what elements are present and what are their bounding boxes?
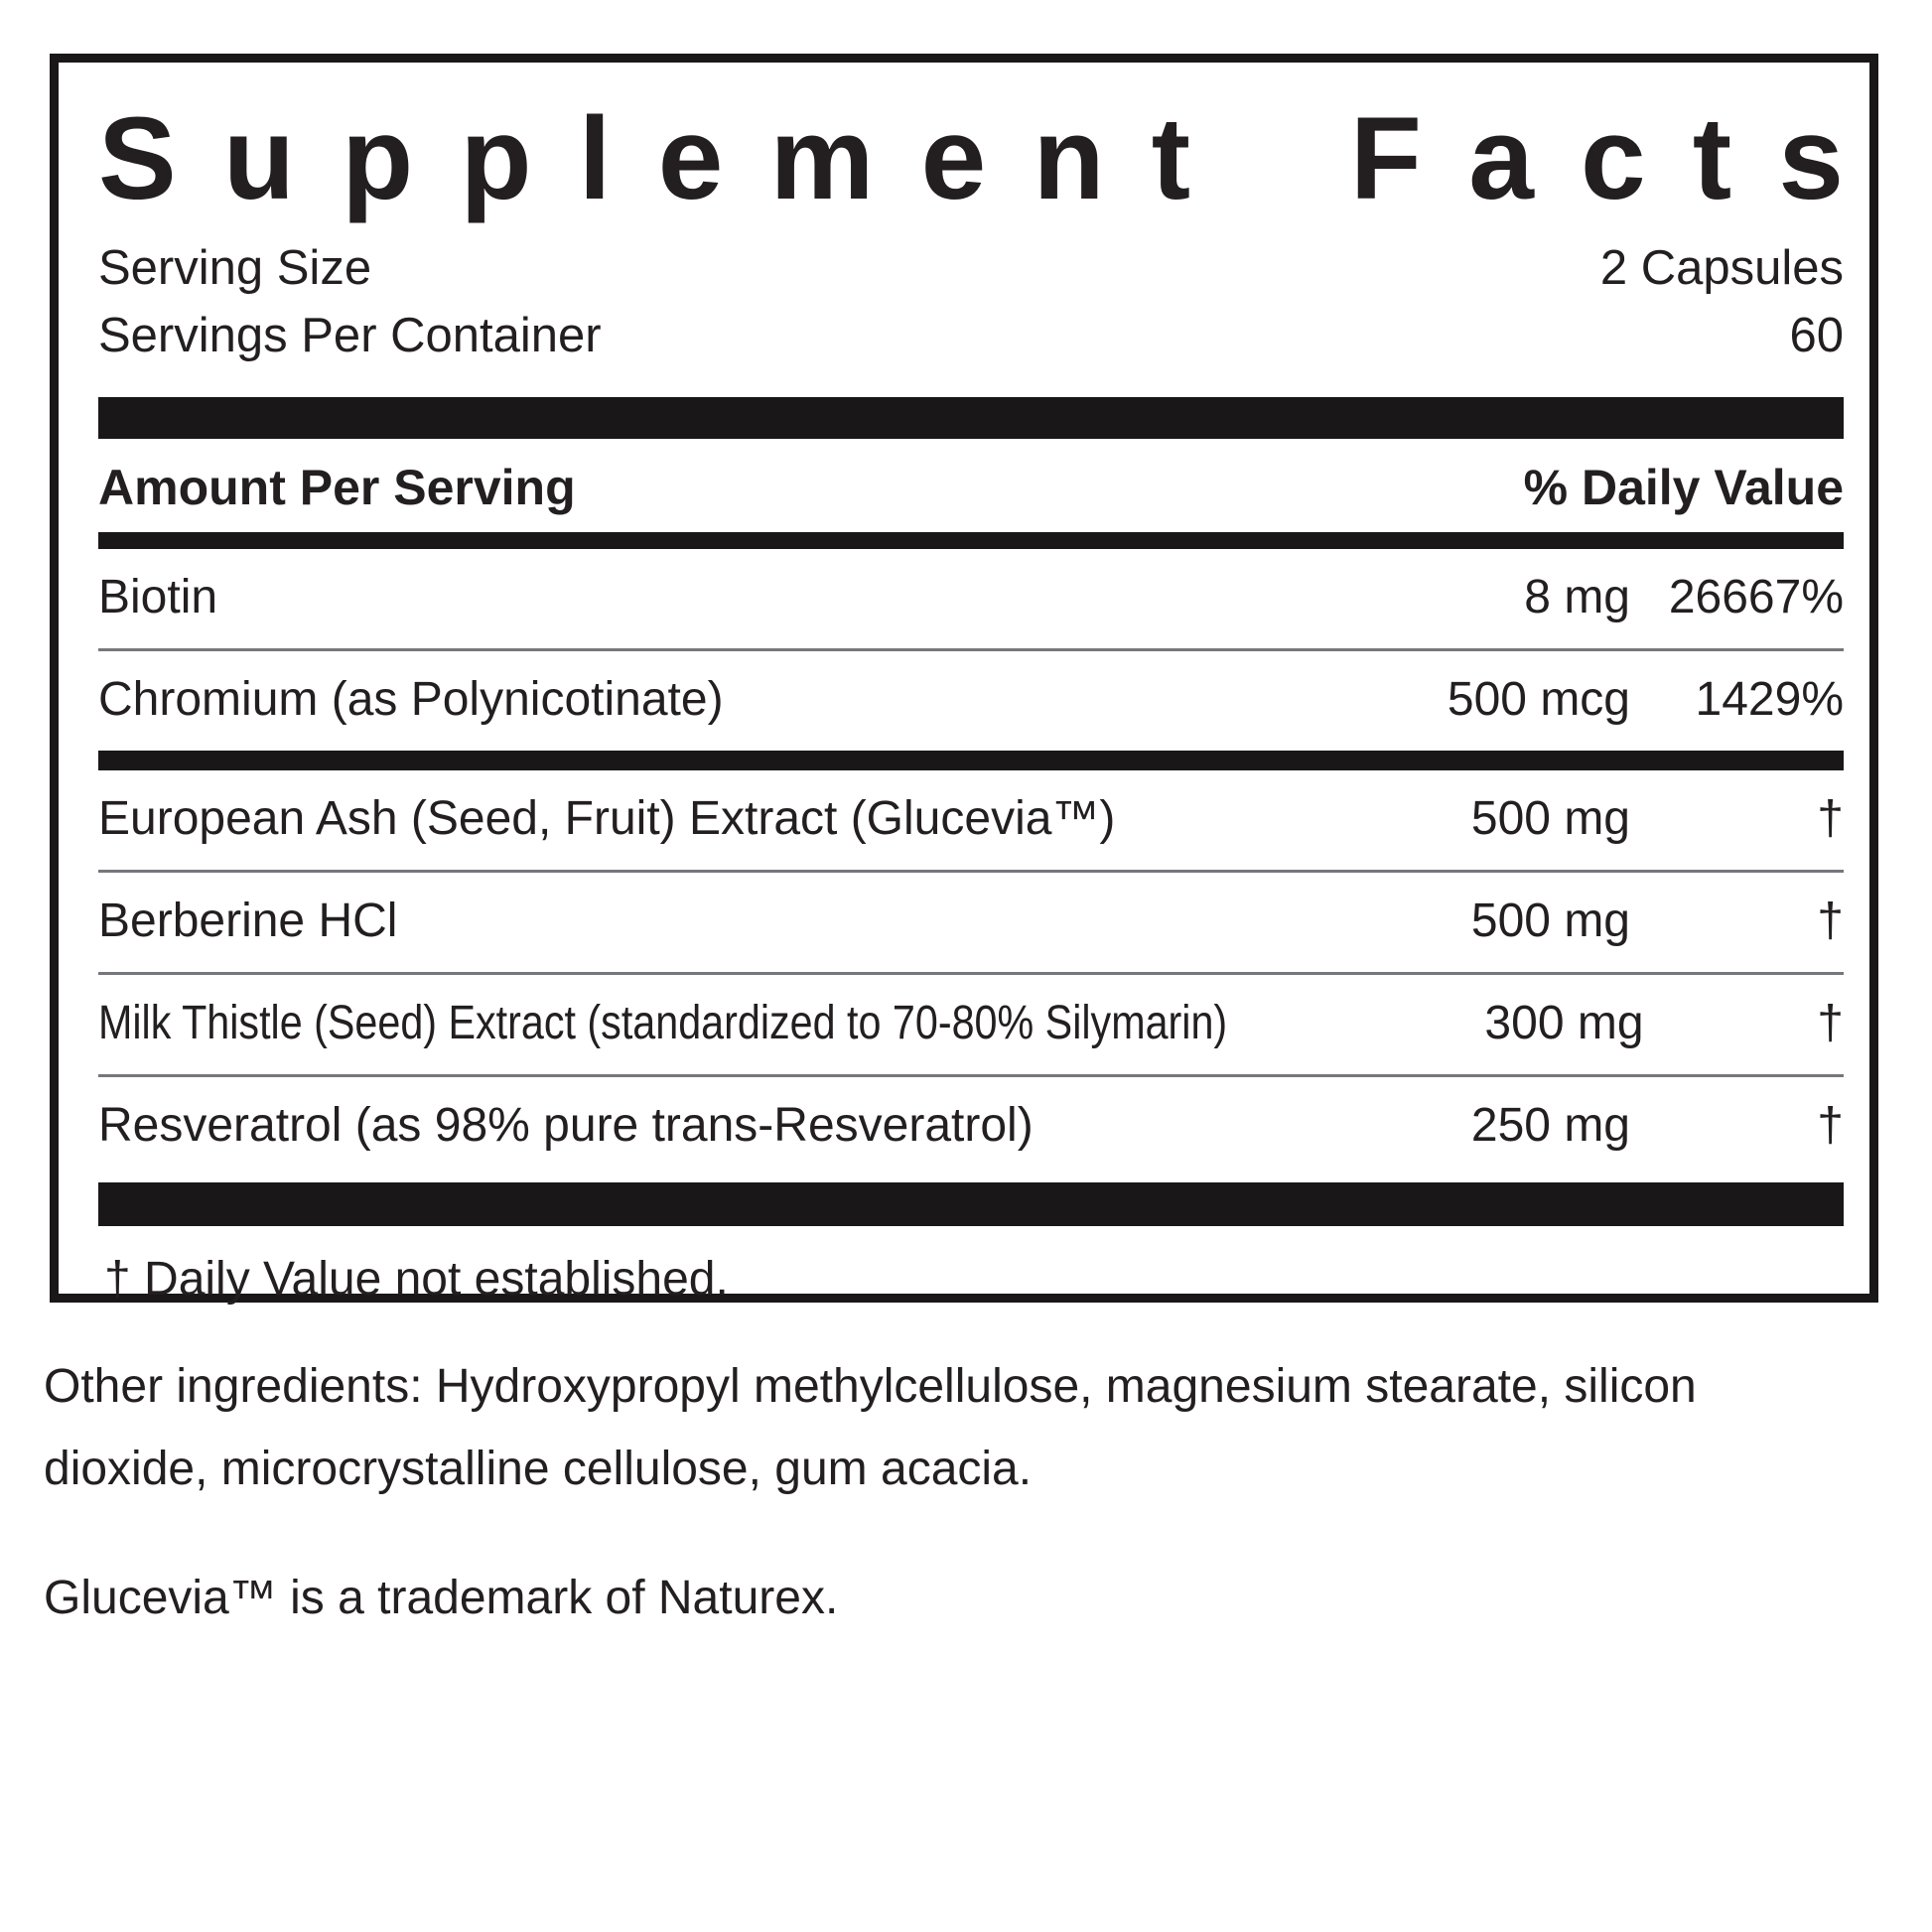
ingredient-daily-value: 1429% [1695,673,1844,727]
divider-bar-top [98,397,1844,440]
supplement-facts-panel: Supplement Facts Serving Size 2 Capsules… [50,54,1878,1306]
ingredient-name: Resveratrol (as 98% pure trans-Resveratr… [98,1099,1034,1153]
daily-value-footnote: † Daily Value not established. [104,1253,729,1307]
ingredient-amount: 500 mg [1470,792,1630,846]
daily-value-header: % Daily Value [1523,460,1844,516]
ingredient-amount: 500 mg [1470,895,1630,948]
trademark-note: Glucevia™ is a trademark of Naturex. [44,1572,839,1625]
row-separator [98,972,1844,976]
servings-per-container-label: Servings Per Container [98,308,602,362]
ingredient-daily-value: † [1817,792,1844,846]
divider-bar-section [98,751,1844,771]
panel-title: Supplement Facts [98,93,1844,224]
ingredient-name: Biotin [98,571,218,624]
table-row-chromium: Chromium (as Polynicotinate) 500 mcg 142… [98,651,1844,751]
row-separator [98,648,1844,652]
ingredient-amount: 500 mcg [1447,673,1630,727]
serving-size-label: Serving Size [98,240,372,295]
row-separator [98,870,1844,874]
ingredient-name: European Ash (Seed, Fruit) Extract (Gluc… [98,792,1116,846]
table-row-resveratrol: Resveratrol (as 98% pure trans-Resveratr… [98,1077,1844,1176]
ingredient-amount: 250 mg [1470,1099,1630,1153]
ingredient-amount: 300 mg [1484,997,1644,1050]
ingredient-name: Berberine HCl [98,895,398,948]
ingredient-daily-value: † [1817,895,1844,948]
divider-bar-bottom [98,1182,1844,1227]
servings-per-container-line: Servings Per Container 60 [98,303,1844,370]
divider-bar-header [98,532,1844,550]
panel-title-word-1: Supplement [98,93,1238,224]
ingredient-name: Milk Thistle (Seed) Extract (standardize… [98,997,1228,1050]
other-ingredients-text: Other ingredients: Hydroxypropyl methylc… [44,1360,1697,1495]
serving-size-value: 2 Capsules [1599,240,1844,295]
below-panel-text: Other ingredients: Hydroxypropyl methylc… [44,1346,1843,1640]
ingredient-amount: 8 mg [1524,571,1630,624]
serving-info: Serving Size 2 Capsules Servings Per Con… [98,235,1844,369]
ingredient-daily-value: † [1817,997,1844,1050]
table-row-european-ash: European Ash (Seed, Fruit) Extract (Gluc… [98,770,1844,870]
ingredient-daily-value: † [1817,1099,1844,1153]
servings-per-container-value: 60 [1789,308,1844,362]
serving-size-line: Serving Size 2 Capsules [98,235,1844,303]
amount-per-serving-header: Amount Per Serving [98,460,576,516]
row-separator [98,1074,1844,1078]
ingredient-daily-value: 26667% [1668,571,1844,624]
table-header-row: Amount Per Serving % Daily Value [98,439,1844,532]
table-row-berberine: Berberine HCl 500 mg † [98,873,1844,972]
table-row-milk-thistle: Milk Thistle (Seed) Extract (standardize… [98,975,1844,1074]
table-row-biotin: Biotin 8 mg 26667% [98,549,1844,648]
panel-title-word-2: Facts [1349,93,1891,224]
ingredient-name: Chromium (as Polynicotinate) [98,673,724,727]
